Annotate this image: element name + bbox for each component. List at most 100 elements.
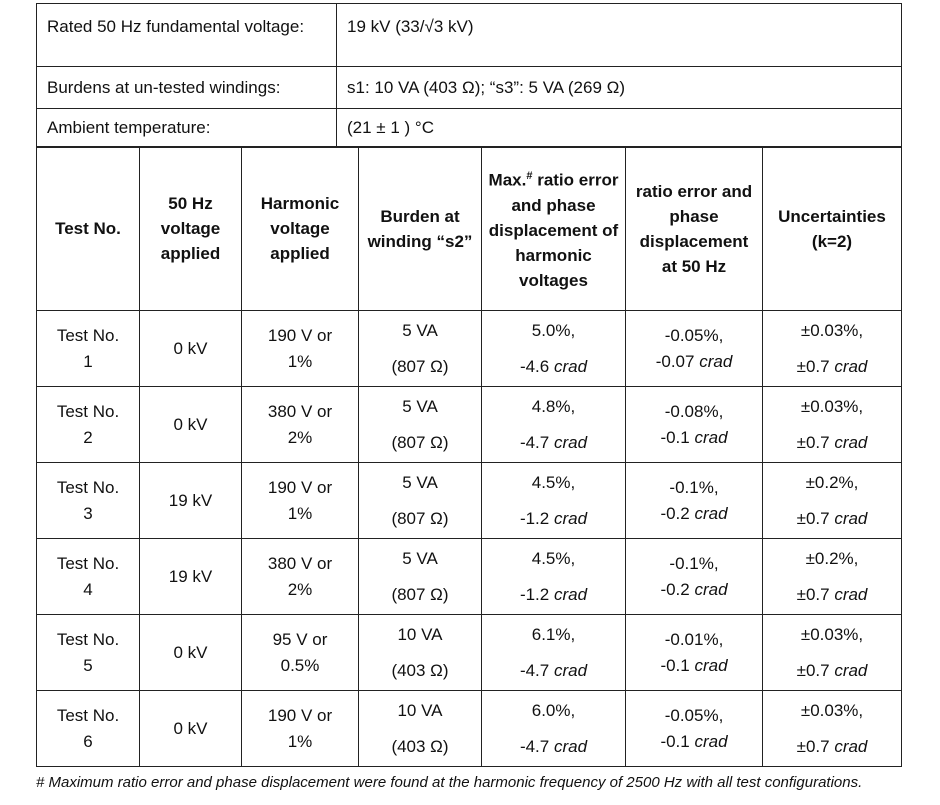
cell-line: 0 kV (173, 718, 208, 738)
cell-line: 2% (287, 579, 313, 599)
cell-line: 6.1%, (531, 624, 576, 644)
cell-line: 0 kV (173, 414, 208, 434)
cell-line: 190 V or (267, 477, 333, 497)
cell: ±0.03%, ±0.7 crad (762, 690, 902, 767)
cell-unit: crad (834, 660, 868, 680)
cell-line: ±0.03%, (800, 396, 864, 416)
cell-line: -0.05%, (664, 325, 724, 345)
cell: 380 V or 2% (241, 538, 359, 615)
cell-unit: crad (834, 736, 868, 756)
cell: 5 VA (807 Ω) (358, 310, 482, 387)
cell-line: ±0.03%, (800, 320, 864, 340)
cell: ±0.03%, ±0.7 crad (762, 614, 902, 691)
cell-unit: crad (553, 736, 588, 756)
data-row: Test No. 6 0 kV 190 V or 1% 10 VA (403 Ω) 6.0%,… (36, 690, 902, 767)
column-header: 50 Hz voltage applied (139, 146, 242, 311)
cell-line: -1.2 crad (482, 577, 625, 613)
cell-value: ±0.7 (796, 736, 830, 756)
header-text: Max. (488, 170, 527, 190)
cell-line: 5 VA (402, 320, 438, 340)
header-mark: # (526, 170, 533, 183)
cell-unit: crad (694, 427, 728, 447)
info-label: Rated 50 Hz fundamental voltage: (36, 3, 337, 67)
cell-line: -4.7 crad (482, 425, 625, 461)
cell-line: -0.07 crad (626, 349, 762, 375)
cell-line: -0.1 crad (626, 653, 762, 679)
cell-line: (403 Ω) (391, 660, 449, 680)
cell-line: -0.08%, (664, 401, 724, 421)
cell-unit: crad (553, 356, 588, 376)
cell: Test No. 6 (36, 690, 140, 767)
cell-line: 380 V or (267, 553, 333, 573)
data-row: Test No. 4 19 kV 380 V or 2% 5 VA (807 Ω) 4.5%,… (36, 538, 902, 615)
cell: ±0.2%, ±0.7 crad (762, 538, 902, 615)
cell-unit: crad (834, 432, 868, 452)
cell-line: ±0.7 crad (763, 729, 901, 765)
column-header: Uncertainties (k=2) (762, 146, 902, 311)
cell: Test No. 4 (36, 538, 140, 615)
cell-line: 4.8%, (531, 396, 576, 416)
cell: 5 VA (807 Ω) (358, 386, 482, 463)
cell: -0.1%, -0.2 crad (625, 462, 763, 539)
cell-line: 6.0%, (531, 700, 576, 720)
cell-line: -0.2 crad (626, 501, 762, 527)
cell: 4.8%, -4.7 crad (481, 386, 626, 463)
cell: Test No. 1 (36, 310, 140, 387)
info-row: Ambient temperature: (21 ± 1 ) °C (36, 108, 902, 148)
cell: 190 V or 1% (241, 462, 359, 539)
cell-value: ±0.7 (796, 584, 830, 604)
cell-unit: crad (699, 351, 733, 371)
cell-unit: crad (553, 584, 588, 604)
cell-line: 3 (83, 503, 93, 523)
cell-line: -0.05%, (664, 705, 724, 725)
cell-line: 6 (83, 731, 93, 751)
cell: ±0.03%, ±0.7 crad (762, 386, 902, 463)
cell-line: -0.1%, (669, 553, 719, 573)
cell-line: (807 Ω) (391, 432, 449, 452)
cell: 5 VA (807 Ω) (358, 538, 482, 615)
data-row: Test No. 5 0 kV 95 V or 0.5% 10 VA (403 Ω) 6.1%… (36, 614, 902, 691)
cell-line: -4.7 crad (482, 653, 625, 689)
cell-unit: crad (694, 503, 728, 523)
cell-value: ±0.7 (796, 660, 830, 680)
cell-line: ±0.2%, (805, 472, 859, 492)
cell-line: ±0.7 crad (763, 349, 901, 385)
cell-line: -0.01%, (664, 629, 724, 649)
cell: 19 kV (139, 538, 242, 615)
cell-line: Test No. (56, 477, 120, 497)
cell-line: -0.2 crad (626, 577, 762, 603)
cell: 380 V or 2% (241, 386, 359, 463)
cell-line: 19 kV (168, 490, 213, 510)
info-row: Rated 50 Hz fundamental voltage: 19 kV (3… (36, 3, 902, 67)
cell-line: 2% (287, 427, 313, 447)
cell: 190 V or 1% (241, 690, 359, 767)
cell-value: -4.7 (519, 432, 550, 452)
cell-value: ±0.7 (796, 432, 830, 452)
cell-line: ±0.7 crad (763, 501, 901, 537)
cell: 190 V or 1% (241, 310, 359, 387)
cell: 4.5%, -1.2 crad (481, 462, 626, 539)
cell-value: -4.7 (519, 736, 550, 756)
cell: 6.1%, -4.7 crad (481, 614, 626, 691)
cell: 95 V or 0.5% (241, 614, 359, 691)
cell-value: ±0.7 (796, 356, 830, 376)
cell: Test No. 5 (36, 614, 140, 691)
cell: ±0.2%, ±0.7 crad (762, 462, 902, 539)
cell-line: Test No. (56, 629, 120, 649)
info-label: Burdens at un-tested windings: (36, 66, 337, 109)
cell-line: 1 (83, 351, 93, 371)
cell-line: 1% (287, 351, 313, 371)
cell: 6.0%, -4.7 crad (481, 690, 626, 767)
info-table: Rated 50 Hz fundamental voltage: 19 kV (3… (36, 3, 902, 148)
cell: -0.05%, -0.1 crad (625, 690, 763, 767)
cell-unit: crad (694, 655, 728, 675)
cell-value: -1.2 (519, 584, 550, 604)
cell: -0.1%, -0.2 crad (625, 538, 763, 615)
cell-line: 5 VA (402, 548, 438, 568)
cell-line: ±0.03%, (800, 700, 864, 720)
cell-line: -1.2 crad (482, 501, 625, 537)
cell: 0 kV (139, 386, 242, 463)
cell-value: -0.1 (660, 731, 690, 751)
cell-value: -0.07 (655, 351, 695, 371)
cell-line: Test No. (56, 553, 120, 573)
